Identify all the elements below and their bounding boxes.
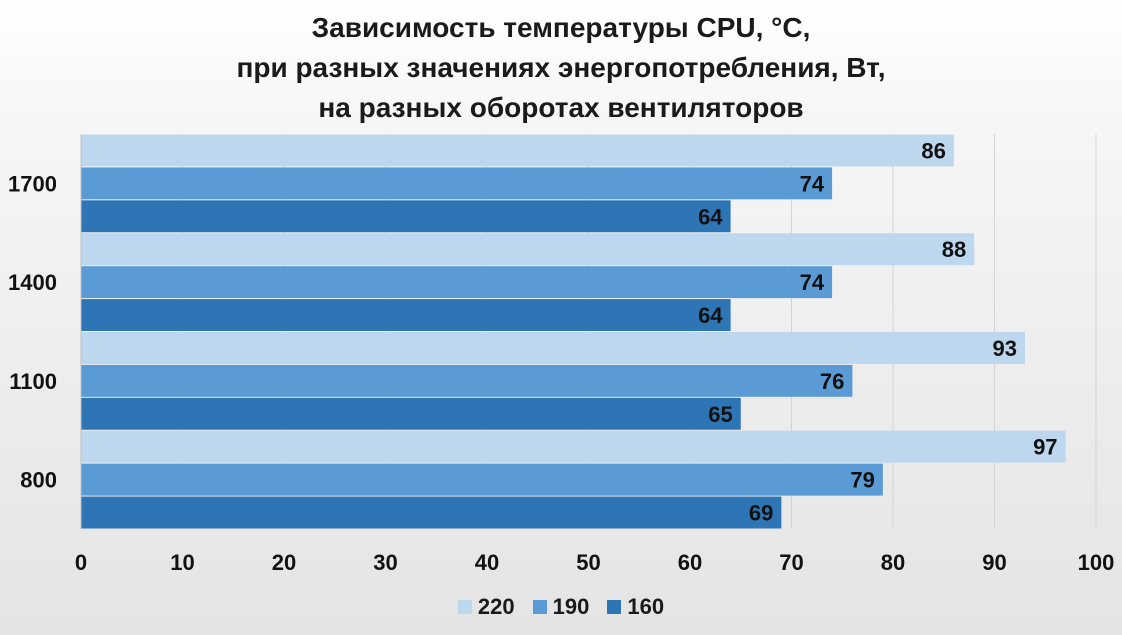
chart-title-line-1: Зависимость температуры CPU, °C, <box>311 12 811 43</box>
bar <box>81 233 975 266</box>
x-tick-label: 0 <box>75 550 87 575</box>
x-tick-label: 70 <box>779 550 803 575</box>
data-label: 69 <box>749 501 773 526</box>
legend-label-160: 160 <box>627 594 665 619</box>
data-label: 74 <box>800 171 825 196</box>
legend-label-220: 220 <box>477 594 515 619</box>
bar <box>81 332 1025 364</box>
x-tick-label: 90 <box>982 550 1006 575</box>
legend-item-220: 220 <box>457 594 515 620</box>
bar <box>81 463 883 496</box>
data-label: 65 <box>708 402 732 427</box>
data-label: 76 <box>820 369 844 394</box>
category-label: 1400 <box>8 270 57 295</box>
chart-title-line-2: при разных значениях энергопотребления, … <box>236 52 886 83</box>
category-label: 1100 <box>9 369 57 394</box>
x-tick-label: 50 <box>576 550 600 575</box>
category-label: 800 <box>20 468 57 493</box>
data-label: 74 <box>800 270 825 295</box>
x-tick-label: 80 <box>881 550 905 575</box>
bar <box>81 430 1066 463</box>
x-tick-label: 60 <box>678 550 702 575</box>
x-tick-label: 20 <box>272 550 296 575</box>
legend-item-190: 190 <box>532 594 590 620</box>
category-label: 1700 <box>8 171 57 196</box>
bar <box>81 200 731 233</box>
x-tick-label: 10 <box>170 550 194 575</box>
bar-chart: 86 74 64 1700 88 74 64 1400 93 76 65 1100 97 79 69 800 0… <box>8 134 1115 575</box>
data-label: 64 <box>698 204 723 229</box>
data-label: 79 <box>850 468 874 493</box>
x-tick-label: 100 <box>1078 550 1115 575</box>
data-label: 93 <box>992 336 1016 361</box>
x-tick-label: 40 <box>475 550 499 575</box>
data-label: 64 <box>698 303 723 328</box>
bar <box>81 167 833 200</box>
legend-label-190: 190 <box>552 594 590 619</box>
chart-title: Зависимость температуры CPU, °C, при раз… <box>0 8 1122 128</box>
bar <box>81 496 782 529</box>
bar <box>81 266 833 299</box>
chart-title-line-3: на разных оборотах вентиляторов <box>318 92 804 123</box>
chart-legend: 220 190 160 <box>0 594 1122 620</box>
legend-swatch-220 <box>457 600 472 614</box>
legend-swatch-190 <box>532 600 547 614</box>
bar <box>81 134 954 167</box>
legend-swatch-160 <box>607 600 622 614</box>
data-label: 88 <box>942 237 966 262</box>
x-tick-label: 30 <box>373 550 397 575</box>
legend-item-160: 160 <box>607 594 664 620</box>
bar <box>81 364 853 397</box>
bar <box>81 299 731 331</box>
data-label: 86 <box>921 138 945 163</box>
data-label: 97 <box>1033 435 1057 460</box>
bar <box>81 397 741 430</box>
